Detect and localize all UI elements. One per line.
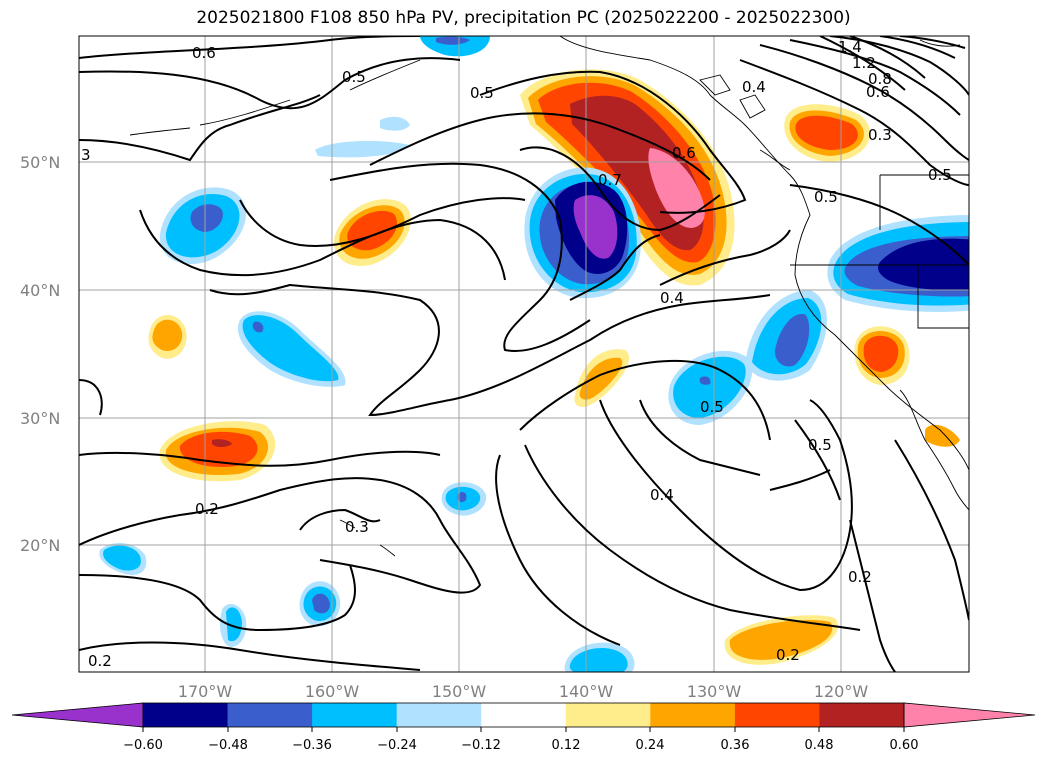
colorbar-segment xyxy=(481,703,567,727)
colorbar-ticks xyxy=(142,727,905,732)
negative-blob-170w xyxy=(159,187,247,265)
lon-label: 160°W xyxy=(305,682,360,701)
colorbar-tick-label: −0.60 xyxy=(123,738,163,753)
lon-label: 140°W xyxy=(559,682,614,701)
contour-label: 0.5 xyxy=(928,166,952,184)
negative-blob-130w xyxy=(668,350,753,425)
colorbar-tick-label: 0.60 xyxy=(890,738,919,753)
negative-blob-175w xyxy=(99,543,147,576)
contour-label: 3 xyxy=(81,146,91,164)
contour-label: 0.5 xyxy=(470,84,494,102)
colorbar-tick-label: −0.48 xyxy=(208,738,248,753)
positive-band-central xyxy=(520,69,735,286)
lat-label: 20°N xyxy=(20,536,60,555)
colorbar-segment xyxy=(819,703,905,727)
longitude-labels: 170°W 160°W 150°W 140°W 130°W 120°W xyxy=(178,682,869,701)
map-frame xyxy=(78,35,970,673)
contour-label: 0.2 xyxy=(776,646,800,664)
negative-blob-california xyxy=(745,290,827,381)
colorbar-segment xyxy=(650,703,736,727)
positive-blob-socal xyxy=(854,326,910,385)
contour-label: 0.8 xyxy=(868,70,892,88)
positive-blob-172w xyxy=(148,315,187,359)
gridlines xyxy=(79,36,969,672)
colorbar-tick-label: −0.12 xyxy=(461,738,501,753)
positive-blob-bc-coast xyxy=(784,104,870,162)
negative-blob-150w xyxy=(441,482,487,516)
contour-label: 0.6 xyxy=(672,144,696,162)
contour-label: 0.3 xyxy=(345,518,369,536)
lon-label: 120°W xyxy=(814,682,869,701)
contour-label: 0.4 xyxy=(650,486,674,504)
negative-band-165w xyxy=(237,311,346,387)
colorbar-tick-labels: −0.60 −0.48 −0.36 −0.24 −0.12 0.12 0.24 … xyxy=(123,738,918,753)
colorbar-tick-label: −0.24 xyxy=(377,738,417,753)
negative-blob-161w xyxy=(299,581,341,627)
lon-label: 150°W xyxy=(432,682,487,701)
lat-label: 50°N xyxy=(20,153,60,172)
contour-label: 0.7 xyxy=(598,171,622,189)
colorbar-tick-label: 0.36 xyxy=(721,738,750,753)
colorbar-segment xyxy=(734,703,820,727)
lon-label: 130°W xyxy=(687,682,742,701)
lon-label: 170°W xyxy=(178,682,233,701)
lat-label: 30°N xyxy=(20,409,60,428)
colorbar: −0.60 −0.48 −0.36 −0.24 −0.12 0.12 0.24 … xyxy=(11,702,1036,753)
lat-label: 40°N xyxy=(20,281,60,300)
contour-label: 0.6 xyxy=(866,83,890,101)
contour-label: 0.4 xyxy=(742,78,766,96)
negative-blob-alaska-gyre xyxy=(315,116,410,158)
contour-label: 0.2 xyxy=(848,568,872,586)
positive-blob-168w xyxy=(159,421,276,482)
negative-blob-great-basin xyxy=(827,215,969,312)
negative-blob-top-150w xyxy=(420,36,490,57)
precip-shading xyxy=(99,36,969,672)
colorbar-tick-label: 0.12 xyxy=(552,738,581,753)
positive-blob-140w xyxy=(574,349,630,407)
colorbar-segment xyxy=(396,703,482,727)
colorbar-tick-label: 0.48 xyxy=(805,738,834,753)
contour-label: 0.5 xyxy=(342,68,366,86)
colorbar-segment xyxy=(312,703,398,727)
contour-label: 0.5 xyxy=(814,188,838,206)
colorbar-segment xyxy=(227,703,313,727)
positive-blob-baja xyxy=(925,424,960,447)
positive-blob-125w xyxy=(724,615,838,665)
colorbar-tick-label: −0.36 xyxy=(292,738,332,753)
contour-label: 0.6 xyxy=(192,44,216,62)
colorbar-segment xyxy=(143,703,229,727)
colorbar-tick-label: 0.24 xyxy=(636,738,665,753)
contour-label: 0.5 xyxy=(700,398,724,416)
contour-label: 1.2 xyxy=(852,54,876,72)
contour-label: 0.5 xyxy=(808,436,832,454)
contour-label: 0.3 xyxy=(868,126,892,144)
contour-label: 1.4 xyxy=(838,38,862,56)
contour-label: 0.2 xyxy=(195,500,219,518)
contour-label: 0.2 xyxy=(88,652,112,670)
contour-labels: 0.6 0.5 3 0.5 0.7 0.6 0.4 1.4 1.2 0.8 0.… xyxy=(81,38,952,670)
coastlines xyxy=(129,36,969,557)
latitude-labels: 50°N 40°N 30°N 20°N xyxy=(20,153,60,555)
negative-blob-140w-south xyxy=(564,642,635,672)
colorbar-extend-max xyxy=(904,703,1035,727)
pv-contours xyxy=(79,36,969,672)
colorbar-extend-min xyxy=(12,703,143,727)
colorbar-segment xyxy=(565,703,651,727)
colorbar-segments xyxy=(12,703,1035,727)
contour-label: 0.4 xyxy=(660,289,684,307)
chart-title: 2025021800 F108 850 hPa PV, precipitatio… xyxy=(196,8,851,28)
